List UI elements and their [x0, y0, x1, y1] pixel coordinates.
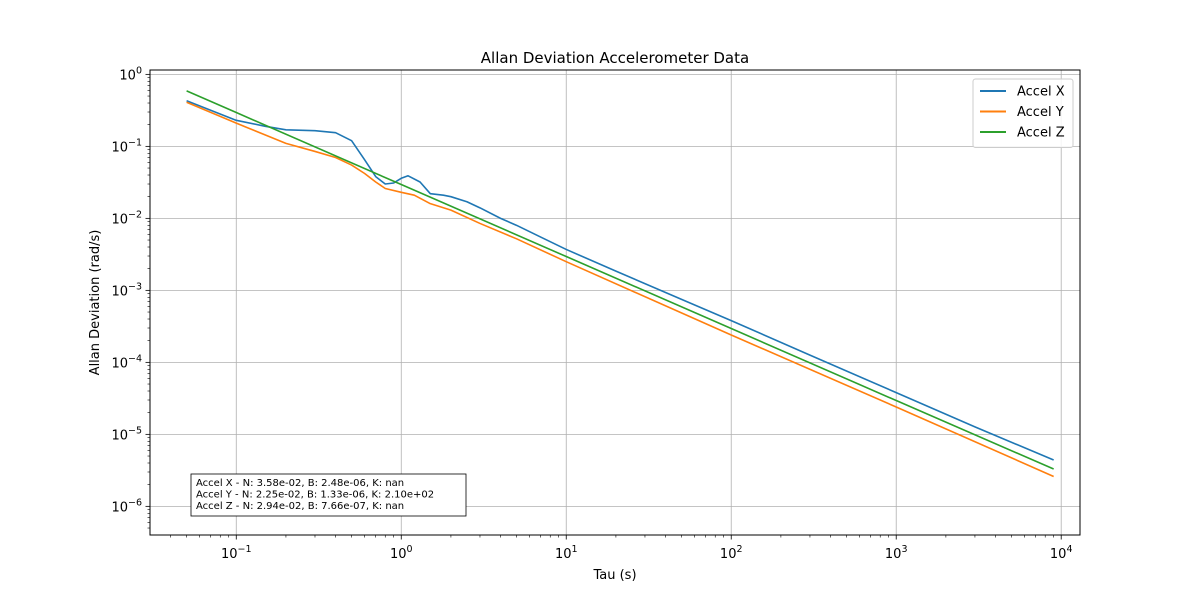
- x-tick-label: 100: [390, 544, 413, 562]
- y-tick-label: 100: [119, 65, 142, 83]
- x-tick-label: 103: [885, 544, 908, 562]
- x-tick-label: 101: [555, 544, 578, 562]
- legend-label: Accel Z: [1017, 126, 1065, 141]
- legend-label: Accel X: [1017, 85, 1065, 100]
- y-tick-label: 10−5: [111, 425, 142, 443]
- x-tick-label: 10−1: [221, 544, 252, 562]
- x-tick-label: 102: [720, 544, 743, 562]
- x-tick-label: 104: [1050, 544, 1073, 562]
- series-lines: [186, 90, 1054, 478]
- annotation-box: [190, 473, 467, 517]
- y-tick-label: 10−3: [111, 281, 142, 299]
- annotation-line: Accel Z - N: 2.94e-02, B: 7.66e-07, K: n…: [196, 501, 404, 512]
- series-line-1: [186, 100, 1054, 461]
- y-tick-label: 10−6: [111, 497, 142, 515]
- legend-label: Accel Y: [1017, 105, 1064, 120]
- noise-parameters-annotation: Accel X - N: 3.58e-02, B: 2.48e-06, K: n…: [190, 473, 467, 517]
- y-axis-label: Allan Deviation (rad/s): [88, 230, 103, 376]
- annotation-line: Accel X - N: 3.58e-02, B: 2.48e-06, K: n…: [196, 478, 404, 489]
- y-tick-label: 10−2: [111, 209, 142, 227]
- x-axis-label: Tau (s): [592, 568, 636, 583]
- axis-ticks: 10−1 100 101 102 103 104 10−6 10−5 10−4 10−3 10−2 1…: [111, 65, 1072, 562]
- series-line-2: [186, 101, 1054, 478]
- chart-title: Allan Deviation Accelerometer Data: [481, 49, 749, 67]
- series-line-3: [186, 90, 1054, 470]
- y-tick-label: 10−4: [111, 353, 142, 371]
- grid-lines: [150, 70, 1080, 535]
- legend: Accel X Accel Y Accel Z: [972, 78, 1074, 148]
- annotation-line: Accel Y - N: 2.25e-02, B: 1.33e-06, K: 2…: [196, 490, 434, 501]
- legend-box: [972, 78, 1074, 148]
- y-tick-label: 10−1: [111, 137, 142, 155]
- plot-frame: [149, 69, 1081, 536]
